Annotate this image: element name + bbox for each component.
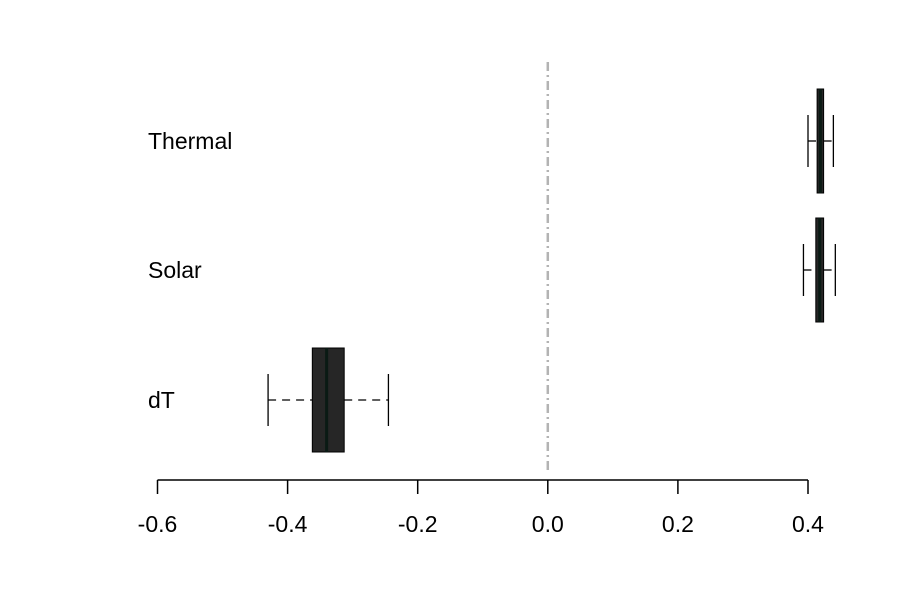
x-tick-label: 0.2	[662, 511, 694, 537]
box-solar	[802, 217, 836, 323]
box-layer	[267, 88, 836, 453]
x-tick-label: -0.4	[268, 511, 308, 537]
category-label-solar: Solar	[148, 257, 202, 283]
x-tick-label: 0.0	[532, 511, 564, 537]
x-tick-label: -0.2	[398, 511, 438, 537]
box-dt	[267, 347, 390, 453]
category-label-thermal: Thermal	[148, 128, 232, 154]
box-thermal	[807, 88, 835, 194]
x-tick-label: -0.6	[138, 511, 178, 537]
x-axis: -0.6 -0.4 -0.2 0.0 0.2 0.4	[138, 479, 824, 537]
category-label-dt: dT	[148, 387, 175, 413]
iqr-box-dt	[311, 347, 345, 453]
category-labels: Thermal Solar dT	[148, 128, 232, 413]
x-tick-label: 0.4	[792, 511, 824, 537]
